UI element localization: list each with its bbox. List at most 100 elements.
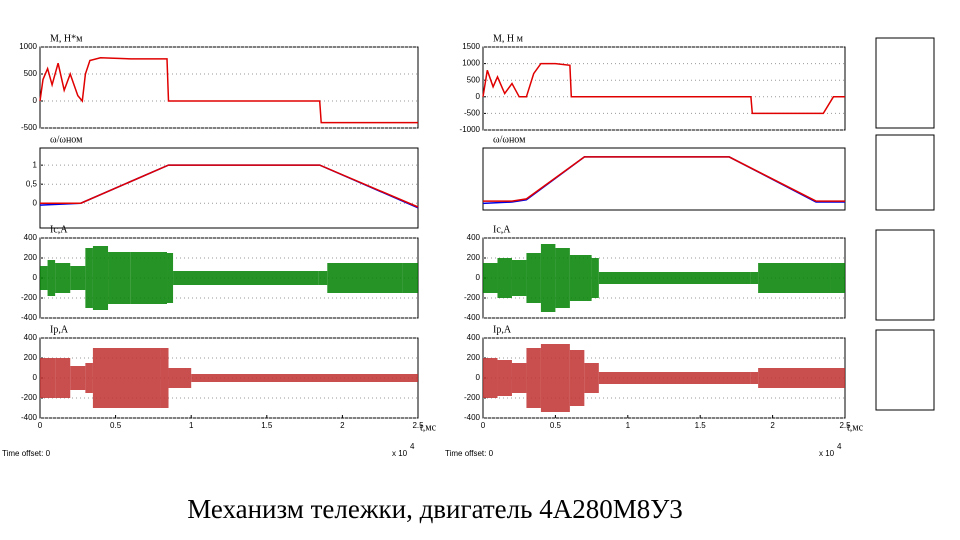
x-tick-label: 0.5 bbox=[110, 421, 122, 430]
current-band bbox=[598, 372, 751, 384]
time-offset: Time offset: 0 bbox=[445, 449, 494, 458]
panel-title: Ic,A bbox=[493, 224, 511, 235]
x-tick-label: 0.5 bbox=[550, 421, 562, 430]
current-band bbox=[750, 272, 759, 284]
x-tick-label: 1 bbox=[189, 421, 194, 430]
y-tick-label: 0 bbox=[33, 273, 38, 282]
y-tick-label: 500 bbox=[24, 69, 38, 78]
current-band bbox=[130, 252, 168, 304]
time-offset: Time offset: 0 bbox=[2, 449, 51, 458]
y-tick-label: 200 bbox=[467, 253, 481, 262]
current-band bbox=[40, 358, 56, 398]
strip-panel bbox=[875, 229, 935, 321]
current-band bbox=[70, 366, 86, 390]
current-band bbox=[92, 348, 161, 408]
side-strip bbox=[875, 37, 935, 411]
y-tick-label: 0 bbox=[476, 373, 481, 382]
y-tick-label: 0 bbox=[33, 373, 38, 382]
y-tick-label: 1000 bbox=[19, 42, 37, 51]
current-band bbox=[569, 255, 592, 301]
y-tick-label: -400 bbox=[21, 313, 38, 322]
caption: Механизм тележки, двигатель 4А280М8У3 bbox=[187, 494, 683, 524]
current-band bbox=[591, 258, 599, 298]
x-tick-label: 2.5 bbox=[839, 421, 851, 430]
current-band bbox=[830, 263, 845, 293]
strip-panel bbox=[875, 134, 935, 211]
y-tick-label: -200 bbox=[464, 393, 481, 402]
y-tick-label: 400 bbox=[24, 233, 38, 242]
current-band bbox=[327, 263, 403, 293]
x-tick-label: 2.5 bbox=[412, 421, 424, 430]
current-band bbox=[598, 272, 751, 284]
y-tick-label: 200 bbox=[467, 353, 481, 362]
x-tick-label: 0 bbox=[38, 421, 43, 430]
x-scale: x 10 bbox=[392, 449, 408, 458]
x-tick-label: 1.5 bbox=[695, 421, 707, 430]
current-band bbox=[318, 271, 328, 285]
x-tick-label: 1.5 bbox=[261, 421, 273, 430]
current-band bbox=[511, 260, 527, 296]
plot-area bbox=[482, 147, 846, 211]
current-band bbox=[70, 266, 86, 290]
y-tick-label: 0 bbox=[33, 198, 38, 207]
y-tick-label: -400 bbox=[21, 413, 38, 422]
y-tick-label: -200 bbox=[21, 393, 38, 402]
y-tick-label: 400 bbox=[467, 233, 481, 242]
x-scale: x 10 bbox=[819, 449, 835, 458]
x-exponent: 4 bbox=[837, 442, 842, 451]
y-tick-label: -500 bbox=[21, 123, 38, 132]
y-tick-label: 200 bbox=[24, 253, 38, 262]
x-axis-label: t,мс bbox=[420, 422, 437, 433]
y-tick-label: 0,5 bbox=[26, 179, 38, 188]
current-band bbox=[92, 246, 109, 310]
current-band bbox=[555, 248, 570, 308]
current-band bbox=[191, 374, 418, 382]
current-band bbox=[483, 358, 498, 398]
strip-panel bbox=[875, 329, 935, 411]
current-band bbox=[55, 358, 71, 398]
series-line bbox=[39, 57, 418, 124]
current-band bbox=[540, 344, 570, 412]
current-band bbox=[497, 258, 512, 298]
strip-panel bbox=[875, 37, 935, 129]
current-band bbox=[402, 263, 418, 293]
panel-title: M, Н*м bbox=[50, 33, 83, 44]
plot-area bbox=[39, 46, 419, 129]
current-band bbox=[526, 348, 541, 408]
y-tick-label: 400 bbox=[24, 333, 38, 342]
plot-area bbox=[482, 46, 846, 131]
current-band bbox=[526, 253, 541, 303]
current-band bbox=[160, 348, 169, 408]
y-tick-label: 400 bbox=[467, 333, 481, 342]
current-band bbox=[108, 252, 131, 304]
current-band bbox=[483, 263, 498, 293]
current-band bbox=[47, 260, 56, 296]
y-tick-label: 200 bbox=[24, 353, 38, 362]
y-tick-label: 0 bbox=[476, 92, 481, 101]
x-tick-label: 1 bbox=[626, 421, 631, 430]
y-tick-label: -400 bbox=[464, 413, 481, 422]
panel-title: Ic,A bbox=[50, 224, 68, 235]
current-band bbox=[750, 372, 759, 384]
panel-title: Ip,A bbox=[50, 324, 69, 335]
y-tick-label: 0 bbox=[476, 273, 481, 282]
current-band bbox=[40, 266, 48, 290]
x-axis-label: t,мс bbox=[847, 422, 864, 433]
y-tick-label: -400 bbox=[464, 313, 481, 322]
current-band bbox=[540, 244, 556, 312]
current-band bbox=[167, 253, 174, 303]
current-band bbox=[497, 360, 512, 396]
panel-title: Ip,A bbox=[493, 324, 512, 335]
series-line bbox=[482, 62, 845, 115]
y-tick-label: -200 bbox=[464, 293, 481, 302]
plot-area bbox=[39, 147, 419, 229]
y-tick-label: -500 bbox=[464, 109, 481, 118]
y-tick-label: 0 bbox=[33, 96, 38, 105]
y-tick-label: 1000 bbox=[462, 59, 480, 68]
y-tick-label: 1 bbox=[33, 160, 38, 169]
current-band bbox=[55, 263, 71, 293]
y-tick-label: -200 bbox=[21, 293, 38, 302]
panel-title: ω/ωном bbox=[493, 134, 526, 145]
panel-title: M, Н м bbox=[493, 33, 524, 44]
